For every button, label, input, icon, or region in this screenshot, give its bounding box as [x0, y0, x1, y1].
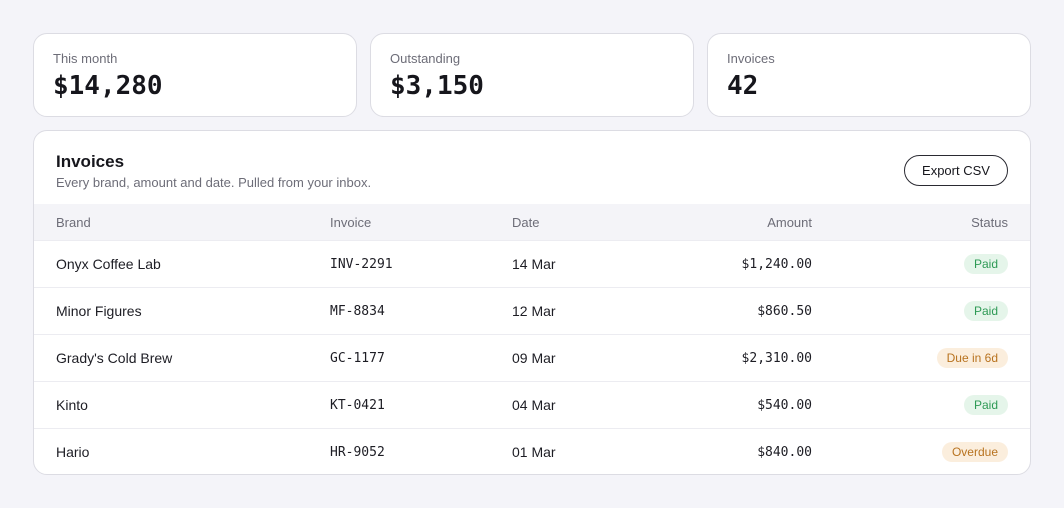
invoice-cell: GC-1177 — [330, 350, 385, 366]
table-row[interactable]: Hario HR-9052 01 Mar $840.00 Overdue — [34, 428, 1030, 474]
column-header-date[interactable]: Date — [512, 214, 540, 230]
invoice-cell: INV-2291 — [330, 256, 393, 272]
brand-cell: Grady's Cold Brew — [56, 350, 173, 366]
invoices-panel: Invoices Every brand, amount and date. P… — [33, 130, 1031, 475]
status-cell: Overdue — [941, 429, 1008, 474]
stat-label: Invoices — [727, 51, 775, 66]
column-header-brand[interactable]: Brand — [56, 214, 91, 230]
stat-value: $14,280 — [53, 71, 163, 101]
panel-subtitle: Every brand, amount and date. Pulled fro… — [56, 175, 372, 190]
date-cell: 09 Mar — [512, 350, 556, 366]
stat-value: $3,150 — [390, 71, 484, 101]
stat-card-invoices: Invoices 42 — [707, 33, 1031, 117]
amount-cell: $2,310.00 — [741, 350, 812, 366]
panel-header: Invoices Every brand, amount and date. P… — [34, 131, 1030, 204]
brand-cell: Minor Figures — [56, 303, 142, 319]
status-badge: Due in 6d — [936, 348, 1008, 368]
stat-label: Outstanding — [390, 51, 461, 66]
brand-cell: Onyx Coffee Lab — [56, 256, 161, 272]
export-csv-button[interactable]: Export CSV — [904, 155, 1008, 186]
status-badge: Paid — [963, 254, 1008, 274]
stats-row: This month $14,280 Outstanding $3,150 In… — [33, 33, 1031, 117]
status-badge: Paid — [963, 395, 1008, 415]
status-cell: Paid — [963, 288, 1008, 334]
panel-title: Invoices — [56, 152, 125, 171]
date-cell: 01 Mar — [512, 444, 556, 460]
column-header-invoice[interactable]: Invoice — [330, 214, 372, 230]
date-cell: 14 Mar — [512, 256, 556, 272]
stat-value: 42 — [727, 71, 759, 101]
date-cell: 12 Mar — [512, 303, 556, 319]
status-badge: Paid — [963, 301, 1008, 321]
table-row[interactable]: Onyx Coffee Lab INV-2291 14 Mar $1,240.0… — [34, 240, 1030, 287]
stat-label: This month — [53, 51, 118, 66]
brand-cell: Hario — [56, 444, 90, 460]
date-cell: 04 Mar — [512, 397, 556, 413]
column-header-amount[interactable]: Amount — [767, 214, 812, 230]
status-cell: Due in 6d — [936, 335, 1008, 381]
invoice-cell: MF-8834 — [330, 303, 385, 319]
amount-cell: $840.00 — [757, 444, 812, 460]
amount-cell: $860.50 — [757, 303, 812, 319]
amount-cell: $1,240.00 — [741, 256, 812, 272]
stat-card-outstanding: Outstanding $3,150 — [370, 33, 694, 117]
table-row[interactable]: Kinto KT-0421 04 Mar $540.00 Paid — [34, 381, 1030, 428]
table-header: Brand Invoice Date Amount Status — [34, 204, 1030, 240]
amount-cell: $540.00 — [757, 397, 812, 413]
status-badge: Overdue — [941, 442, 1008, 462]
invoice-cell: HR-9052 — [330, 444, 385, 460]
table-row[interactable]: Grady's Cold Brew GC-1177 09 Mar $2,310.… — [34, 334, 1030, 381]
invoice-cell: KT-0421 — [330, 397, 385, 413]
column-header-status[interactable]: Status — [971, 214, 1008, 230]
status-cell: Paid — [963, 241, 1008, 287]
brand-cell: Kinto — [56, 397, 88, 413]
table-row[interactable]: Minor Figures MF-8834 12 Mar $860.50 Pai… — [34, 287, 1030, 334]
stat-card-this-month: This month $14,280 — [33, 33, 357, 117]
status-cell: Paid — [963, 382, 1008, 428]
